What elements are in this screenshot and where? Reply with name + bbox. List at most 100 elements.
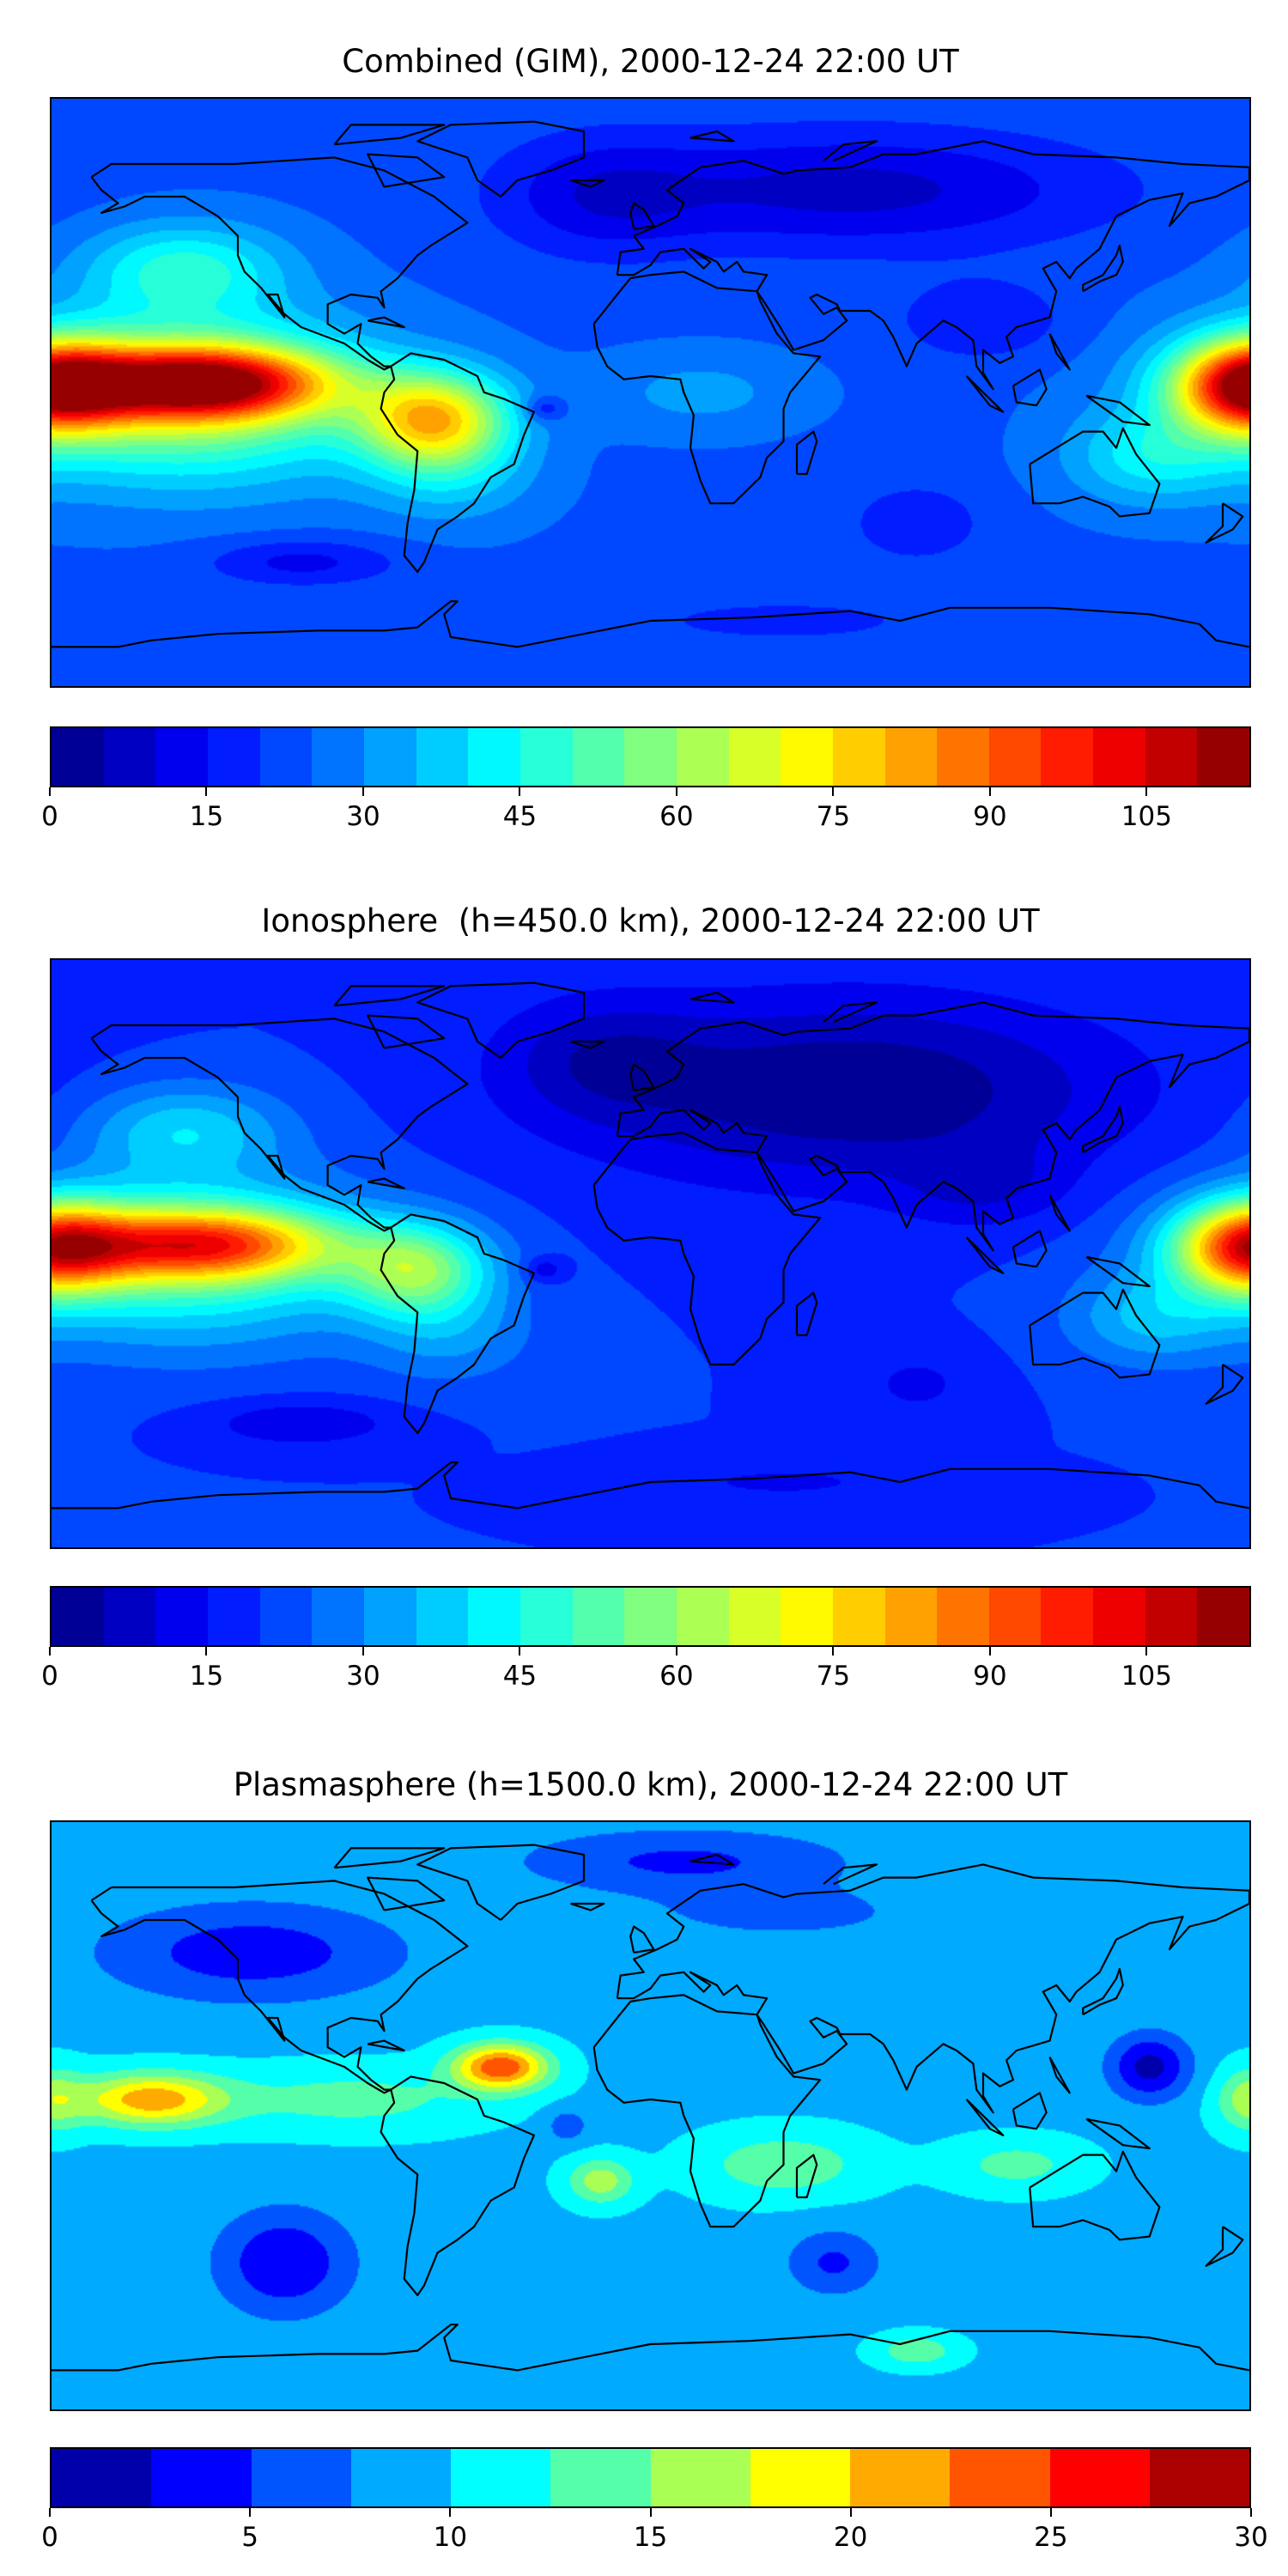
colorbar-level [676,1588,729,1645]
colorbar-tick [649,2508,652,2517]
colorbar-level [103,728,156,786]
map-plasmasphere [50,1820,1251,2411]
coastline [1050,1195,1070,1231]
colorbar-level [52,2449,152,2506]
colorbar-tick-label: 60 [659,801,694,832]
coastline [617,141,1249,389]
colorbar-ticks-plasmasphere: 0 5 10 15 20 25 30 [41,2508,1268,2560]
colorbar-level [363,728,416,786]
colorbar-level [1093,1588,1145,1645]
colorbar-level [312,728,364,786]
coastline [334,1848,444,1868]
coastline [1050,334,1070,370]
chart-title-plasmasphere: Plasmasphere (h=1500.0 km), 2000-12-24 2… [233,1766,1068,1803]
colorbar-ionosphere [50,1586,1251,1647]
colorbar-tick [519,787,521,796]
chart-title-ionosphere: Ionosphere (h=450.0 km), 2000-12-24 22:0… [261,902,1040,939]
colorbar-level [728,1588,781,1645]
colorbar-level [884,1588,938,1645]
colorbar-tick [1049,2508,1052,2517]
coastline [1086,396,1150,425]
colorbar-level [207,1588,260,1645]
colorbar-level [468,1588,520,1645]
coastline [368,155,444,187]
coastline [368,1878,444,1911]
colorbar-tick [361,1647,364,1656]
coastline [571,180,605,187]
coastline [967,2099,1004,2136]
colorbar-tick-label: 45 [502,1661,538,1692]
contour-field [52,960,1249,1547]
contour-field [52,1822,1249,2409]
coastline [594,271,821,503]
colorbar-level [155,1588,208,1645]
coastline [1030,1290,1159,1378]
colorbar-level [988,728,1042,786]
colorbar-level [259,728,313,786]
colorbar-level [519,728,573,786]
colorbar-tick-label: 30 [346,1661,380,1692]
coastline [1083,1969,1123,2014]
colorbar-tick [1145,787,1148,796]
coastline [368,318,404,327]
coastline [571,1042,605,1048]
coastline [1206,1364,1243,1404]
colorbar-level [350,2449,451,2506]
colorbar-level [781,1588,833,1645]
colorbar-tick-label: 75 [816,1661,851,1692]
colorbar-tick-label: 105 [1121,1661,1172,1692]
coastline [1013,2093,1047,2129]
coastline [417,983,584,1058]
colorbar-tick-label: 105 [1121,801,1172,832]
colorbar-tick-label: 20 [833,2522,868,2553]
colorbar-level [1197,728,1250,786]
map-ionosphere [50,958,1251,1549]
coastline [381,2076,534,2295]
colorbar-tick [988,1647,991,1656]
chart-title-combined: Combined (GIM), 2000-12-24 22:00 UT [342,43,959,80]
coastline [381,1214,534,1433]
colorbar-ticks-ionosphere: 0 15 30 45 60 75 90 105 [41,1647,1251,1698]
colorbar-tick-label: 25 [1034,2522,1068,2553]
colorbar-level [572,1588,625,1645]
colorbar-level [1145,728,1198,786]
colorbar-level [624,1588,677,1645]
colorbar-tick-label: 0 [41,1661,58,1692]
colorbar-level [1093,728,1145,786]
coastline [797,1293,817,1335]
colorbar-level [519,1588,573,1645]
colorbar-tick [249,2508,252,2517]
colorbar-level [155,728,208,786]
colorbar-level [676,728,729,786]
coastline [630,204,653,229]
colorbar-level [451,2449,551,2506]
coastline [617,1864,1249,2112]
colorbar-tick [988,787,991,796]
coastline [1086,2119,1150,2148]
coastline [417,1845,584,1920]
colorbar-level [650,2449,750,2506]
colorbar-level [103,1588,156,1645]
colorbar-tick-label: 15 [633,2522,668,2553]
colorbar-level [251,2449,351,2506]
coastline [1050,2057,1070,2093]
colorbar-tick [205,1647,208,1656]
coastline [368,1179,404,1188]
coastline [571,1904,605,1911]
coastline [92,1018,468,1230]
coastline [1083,246,1123,291]
map-combined [50,97,1251,688]
coastline [823,1002,877,1022]
colorbar-tick [49,1647,51,1656]
coastline [1030,428,1159,517]
coastlines [52,960,1249,1547]
coastline [967,376,1004,412]
coastline [52,1462,1249,1508]
colorbar-level [207,728,260,786]
colorbar-level [937,728,989,786]
coastline [381,353,534,572]
coastline [92,157,468,369]
contour-field [52,99,1249,686]
coastline [334,125,444,144]
colorbar-tick [1145,1647,1148,1656]
